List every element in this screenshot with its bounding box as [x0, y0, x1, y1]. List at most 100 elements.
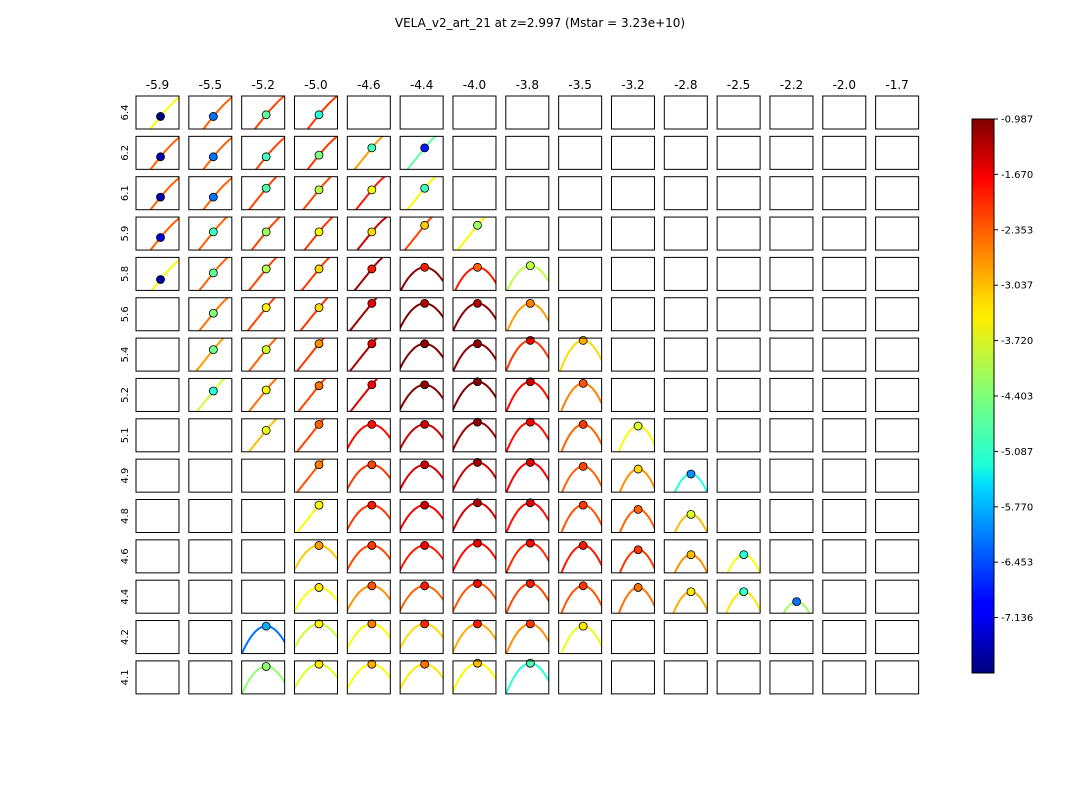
panel-frame — [769, 499, 814, 533]
panel-marker — [261, 621, 271, 631]
panel-marker — [578, 581, 588, 591]
panel — [558, 499, 603, 533]
panel-frame — [663, 579, 708, 614]
panel-frame — [346, 256, 391, 291]
panel — [822, 458, 867, 493]
panel — [505, 579, 550, 614]
panel — [452, 458, 497, 493]
panel — [875, 620, 920, 655]
panel-frame — [346, 135, 391, 170]
panel-frame — [875, 176, 920, 211]
panel-background — [664, 580, 708, 614]
panel — [663, 377, 708, 412]
panel-frame — [663, 458, 708, 493]
panel-background — [611, 136, 655, 170]
panel-frame — [610, 377, 655, 412]
panel — [452, 176, 497, 211]
panel-marker — [314, 541, 324, 550]
panel — [610, 418, 655, 453]
row-label: 5.9 — [120, 226, 131, 242]
panel-frame — [135, 176, 180, 211]
panel-frame — [505, 135, 550, 170]
panel-background — [875, 539, 919, 573]
panel — [875, 135, 920, 170]
panel — [241, 458, 286, 493]
panel-marker — [473, 262, 482, 272]
panel-background — [875, 257, 919, 291]
panel — [505, 619, 550, 655]
panel — [135, 95, 180, 130]
panel-background — [822, 176, 866, 210]
panel-curve — [149, 136, 179, 170]
panel-frame — [558, 135, 603, 170]
panel-frame — [769, 216, 814, 251]
colorbar-gradient — [971, 118, 995, 674]
panel-background — [611, 176, 655, 210]
panel-frame — [505, 539, 550, 574]
panel — [558, 216, 603, 251]
panel-background — [822, 459, 866, 493]
panel-curve — [194, 338, 225, 372]
panel-frame — [505, 377, 550, 412]
column-labels: -5.9 -5.5 -5.2 -5.0 -4.6 -4.4 -4.0 -3.8 -3.5 -3.2… — [146, 78, 909, 92]
panel-background — [769, 459, 813, 493]
panel — [135, 297, 180, 332]
panel-background — [664, 418, 708, 452]
panel-background — [664, 338, 708, 372]
panel — [663, 95, 708, 130]
panel-frame — [610, 539, 655, 574]
panel-frame — [188, 135, 233, 170]
panel — [663, 579, 708, 614]
panel-marker — [314, 264, 324, 274]
panel-background — [717, 176, 761, 210]
panel-curve — [356, 217, 389, 251]
panel-frame — [822, 458, 867, 493]
panel-frame — [663, 297, 708, 332]
panel-curve — [202, 136, 232, 170]
panel-marker — [633, 583, 643, 592]
panel-frame — [399, 539, 444, 574]
panel-background — [875, 338, 919, 372]
panel-frame — [875, 95, 920, 130]
panel — [822, 297, 867, 332]
panel-background — [611, 418, 655, 452]
panel — [293, 458, 338, 493]
panel-frame — [346, 418, 391, 453]
panel-background — [188, 459, 232, 493]
panel-frame — [663, 499, 708, 533]
panel-background — [558, 136, 602, 170]
panel — [135, 337, 180, 372]
panel — [716, 135, 761, 170]
panel-background — [664, 620, 708, 654]
panel-frame — [241, 539, 286, 574]
panel — [663, 660, 708, 695]
panel-frame — [135, 95, 180, 130]
panel — [452, 417, 497, 453]
panel-frame — [769, 539, 814, 574]
panel-marker — [473, 298, 482, 308]
panel — [558, 620, 603, 655]
panel-marker — [314, 339, 324, 349]
panel-background — [875, 176, 919, 210]
panel — [399, 458, 444, 493]
panel — [188, 377, 233, 412]
panel-background — [664, 257, 708, 291]
panel-curve — [782, 600, 811, 614]
panel — [293, 337, 338, 372]
panel-marker — [473, 619, 482, 629]
panel-frame — [293, 539, 338, 574]
panel-frame — [293, 176, 338, 211]
panel — [716, 579, 761, 614]
panel-marker — [314, 583, 324, 592]
panel-background — [717, 620, 761, 654]
panel — [610, 337, 655, 372]
panel — [399, 135, 444, 170]
panel — [135, 418, 180, 453]
panel-curve — [725, 590, 761, 614]
panel — [716, 620, 761, 655]
panel-background — [241, 539, 285, 573]
panel-frame — [875, 418, 920, 453]
panel-frame — [716, 337, 761, 372]
panel-marker — [578, 541, 588, 550]
panel-background — [875, 580, 919, 614]
